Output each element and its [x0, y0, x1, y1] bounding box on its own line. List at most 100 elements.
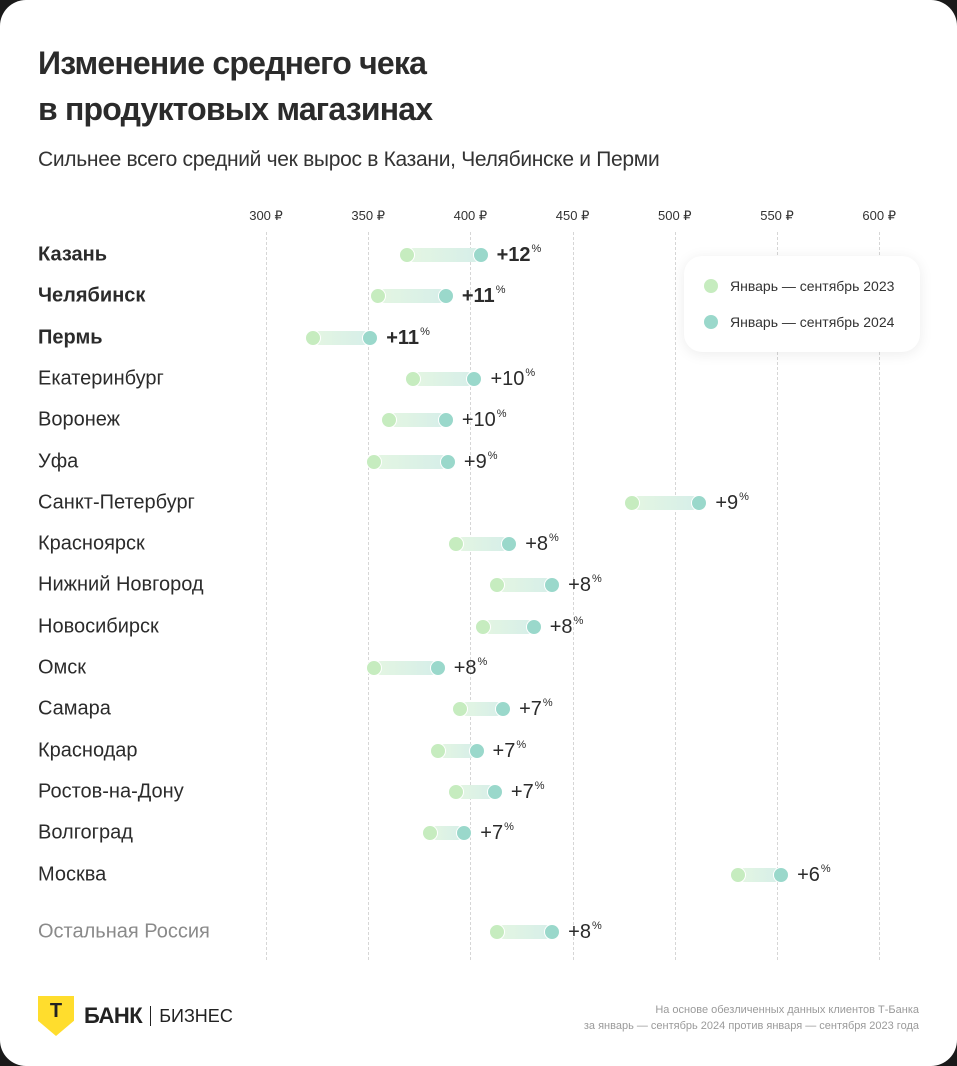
row-label: Москва: [38, 863, 107, 885]
dot-2023-icon: [380, 412, 397, 429]
dot-2023-icon: [366, 660, 383, 676]
x-tick-label: 350 ₽: [351, 208, 385, 223]
range-bar: [482, 619, 534, 634]
dot-2023-icon: [488, 577, 505, 594]
gridline: [572, 232, 574, 960]
brand-sub: БИЗНЕС: [159, 1005, 233, 1026]
dot-2023-icon: [399, 247, 416, 263]
gridline: [674, 232, 676, 960]
dot-2024-icon: [525, 618, 542, 635]
gridline: [266, 232, 267, 960]
dot-2023-icon: [305, 329, 321, 346]
change-label: +7%: [480, 821, 514, 845]
change-label: +11%: [386, 325, 430, 349]
gridline: [777, 232, 778, 960]
row-label: Омск: [38, 656, 87, 679]
change-label: +8%: [453, 656, 488, 679]
legend-label-2024: Январь — сентябрь 2024: [730, 314, 895, 330]
change-label: +8%: [549, 614, 584, 638]
row-label: Остальная Россия: [38, 920, 210, 943]
footnote-line-1: На основе обезличенных данных клиентов Т…: [655, 1004, 919, 1016]
row-label: Самара: [38, 697, 111, 720]
dot-2024-icon: [429, 660, 446, 676]
range-bar: [374, 661, 438, 675]
title-line-2: в продуктовых магазинах: [38, 91, 433, 127]
legend-dot-2023-icon: [704, 279, 718, 293]
chart-title: Изменение среднего чека в продуктовых ма…: [38, 40, 433, 132]
dot-2023-icon: [370, 288, 387, 305]
tbank-business-logo: Т БАНК БИЗНЕС: [38, 996, 233, 1036]
change-label: +8%: [568, 920, 602, 943]
range-bar: [496, 578, 553, 593]
dot-2023-icon: [488, 924, 505, 940]
range-bar: [388, 413, 446, 428]
row-label: Красноярск: [38, 532, 145, 555]
dot-2023-icon: [452, 701, 469, 718]
range-bar: [496, 925, 553, 939]
brand-name: БАНК: [84, 1003, 143, 1028]
range-bar: [374, 454, 448, 469]
footnote-line-2: за январь — сентябрь 2024 против января …: [583, 1020, 919, 1032]
dot-2023-icon: [730, 866, 747, 883]
dot-2024-icon: [472, 247, 489, 263]
change-label: +7%: [510, 779, 545, 803]
row-label: Екатеринбург: [38, 367, 164, 390]
x-tick-label: 300 ₽: [249, 208, 283, 223]
source-footnote: На основе обезличенных данных клиентов Т…: [584, 1002, 919, 1034]
range-bar: [313, 330, 371, 345]
dot-2024-icon: [437, 288, 454, 305]
gridline: [368, 232, 370, 960]
dot-2023-icon: [448, 536, 465, 553]
change-label: +11%: [461, 284, 506, 308]
dot-2023-icon: [623, 494, 640, 511]
dot-2024-icon: [501, 536, 518, 553]
change-label: +10%: [461, 408, 507, 432]
logo-letter: Т: [49, 1000, 63, 1022]
change-label: +12%: [496, 243, 542, 266]
dot-2024-icon: [544, 577, 561, 594]
range-bar: [437, 743, 477, 758]
row-label: Волгоград: [38, 821, 133, 844]
x-tick-label: 500 ₽: [658, 208, 692, 223]
dot-2024-icon: [544, 924, 561, 940]
dot-2024-icon: [495, 701, 512, 718]
range-bar: [429, 826, 465, 841]
logo-divider: [150, 1006, 152, 1026]
change-label: +8%: [525, 532, 559, 556]
dot-2024-icon: [773, 866, 790, 883]
legend-item-2023: Январь — сентябрь 2023: [704, 278, 894, 294]
range-bar: [738, 867, 782, 882]
change-label: +8%: [568, 573, 602, 597]
legend-item-2024: Январь — сентябрь 2024: [704, 314, 894, 330]
row-label: Нижний Новгород: [38, 573, 204, 596]
change-label: +9%: [463, 449, 498, 473]
dot-2023-icon: [366, 453, 383, 470]
dot-2024-icon: [468, 742, 485, 759]
row-label: Челябинск: [38, 284, 146, 307]
change-label: +7%: [492, 738, 527, 762]
x-tick-label: 550 ₽: [760, 208, 794, 223]
range-bar: [456, 784, 495, 799]
row-label: Казань: [38, 243, 107, 266]
row-label: Ростов-на-Дону: [38, 780, 184, 803]
row-label: Санкт-Петербург: [38, 491, 195, 514]
dot-2024-icon: [437, 412, 454, 429]
legend-dot-2024-icon: [704, 315, 718, 329]
range-bar: [631, 495, 700, 510]
change-label: +7%: [519, 697, 553, 721]
row-label: Новосибирск: [38, 615, 159, 638]
legend-label-2023: Январь — сентябрь 2023: [730, 278, 895, 294]
legend: Январь — сентябрь 2023 Январь — сентябрь…: [684, 256, 920, 352]
dot-2023-icon: [421, 825, 438, 842]
row-label: Воронеж: [38, 408, 121, 431]
gridline: [470, 232, 472, 960]
x-tick-label: 450 ₽: [555, 208, 590, 223]
shield-logo-icon: Т: [38, 996, 74, 1036]
x-tick-label: 400 ₽: [453, 208, 488, 223]
x-tick-label: 600 ₽: [862, 208, 896, 223]
dot-2024-icon: [456, 825, 473, 842]
gridline: [879, 232, 881, 960]
dot-2023-icon: [429, 742, 446, 759]
range-bar: [407, 248, 481, 262]
